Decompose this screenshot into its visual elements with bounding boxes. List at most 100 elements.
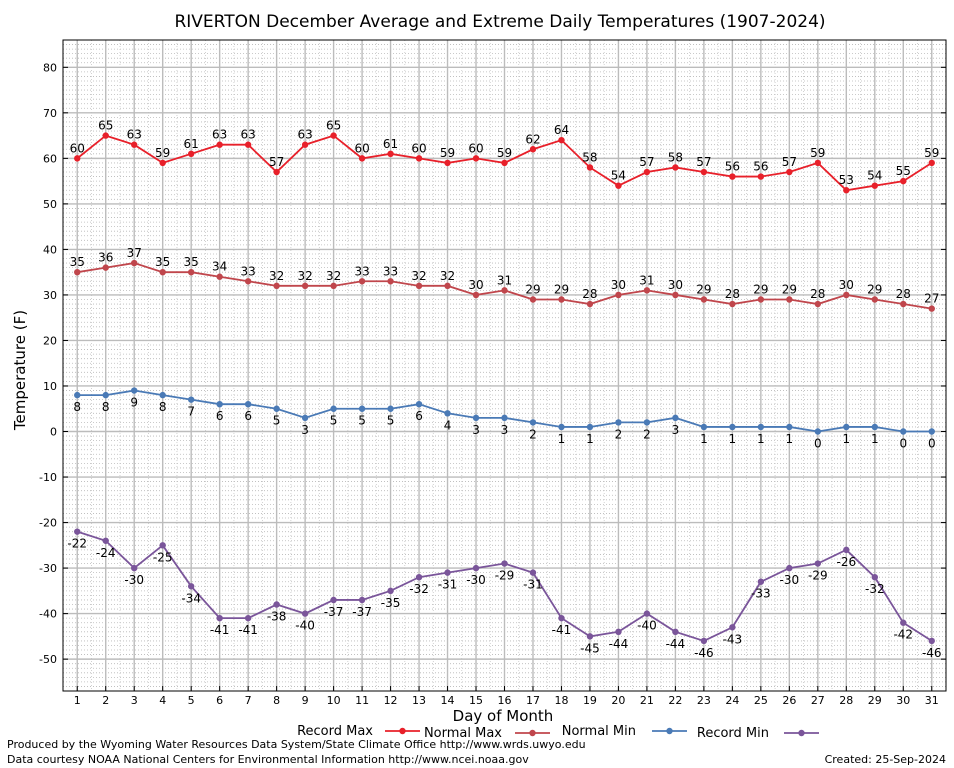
normal-max-data-label: 32 [326, 269, 341, 283]
normal-min-data-label: 3 [672, 423, 680, 437]
normal-max-point [187, 268, 195, 276]
record-max-point [928, 159, 935, 167]
normal-min-point [615, 419, 622, 426]
normal-max-point [330, 282, 337, 290]
record-min-point [102, 537, 109, 544]
record-min-data-label: -37 [324, 605, 344, 619]
normal-max-point [558, 296, 565, 303]
normal-min-data-label: 1 [757, 432, 765, 446]
normal-max-data-label: 29 [525, 282, 540, 296]
normal-min-point [74, 391, 81, 399]
normal-max-data-label: 28 [896, 287, 911, 301]
record-min-data-label: -24 [96, 546, 116, 560]
normal-min-point [729, 423, 736, 431]
normal-min-point [472, 414, 480, 422]
normal-min-point [330, 405, 337, 412]
y-tick-label: 70 [43, 107, 57, 120]
normal-min-point [387, 405, 394, 412]
x-tick-label: 1 [74, 694, 81, 707]
record-max-point [529, 146, 537, 153]
record-min-data-label: -45 [580, 641, 600, 655]
record-min-data-label: -30 [780, 573, 800, 587]
normal-max-point [74, 268, 81, 276]
normal-min-point [843, 423, 850, 431]
record-min-data-label: -41 [552, 623, 572, 637]
normal-min-point [273, 405, 280, 412]
record-max-point [558, 136, 565, 144]
normal-min-data-label: 2 [643, 427, 651, 441]
record-min-data-label: -33 [751, 587, 771, 601]
normal-min-point [501, 414, 508, 422]
x-tick-label: 10 [327, 694, 341, 707]
normal-max-point [159, 268, 166, 276]
x-tick-label: 20 [611, 694, 625, 707]
normal-max-data-label: 30 [839, 278, 854, 292]
record-min-data-label: -29 [808, 569, 828, 583]
record-max-point [330, 132, 337, 139]
record-max-point [501, 159, 508, 167]
record-max-point [74, 155, 81, 162]
legend-marker-record-min [798, 729, 805, 737]
x-tick-label: 4 [159, 694, 166, 707]
record-min-data-label: -32 [409, 582, 429, 596]
record-max-point [273, 168, 280, 176]
x-tick-label: 25 [754, 694, 768, 707]
record-max-data-label: 58 [668, 150, 683, 164]
normal-min-data-label: 1 [842, 432, 850, 446]
record-max-data-label: 56 [725, 160, 740, 174]
record-max-point [444, 159, 451, 167]
normal-max-data-label: 29 [782, 282, 797, 296]
legend-label-normal-min: Normal Min [562, 724, 636, 739]
normal-min-point [244, 400, 252, 408]
y-tick-label: -50 [39, 653, 57, 666]
record-max-point [102, 132, 109, 139]
record-min-point [216, 614, 223, 622]
normal-min-point [159, 391, 166, 399]
normal-max-point [729, 300, 736, 308]
record-min-point [843, 546, 850, 554]
y-axis-label: Temperature (F) [11, 310, 29, 431]
record-min-point [415, 573, 423, 581]
record-max-point [843, 187, 850, 194]
normal-min-data-label: 0 [899, 437, 907, 451]
normal-min-data-label: 1 [586, 432, 594, 446]
normal-max-point [444, 282, 451, 290]
normal-min-data-label: 6 [216, 409, 224, 423]
x-tick-label: 28 [839, 694, 853, 707]
record-max-data-label: 61 [383, 137, 398, 151]
normal-min-data-label: 6 [415, 409, 423, 423]
normal-max-point [786, 296, 793, 303]
normal-min-point [529, 419, 537, 426]
legend-marker-normal-max [529, 729, 536, 737]
normal-min-data-label: 5 [358, 414, 366, 428]
normal-max-point [472, 291, 480, 299]
normal-min-point [358, 405, 366, 412]
record-max-data-label: 60 [354, 141, 369, 155]
normal-min-data-label: 7 [187, 405, 195, 419]
record-max-point [786, 168, 793, 176]
x-tick-label: 5 [188, 694, 195, 707]
normal-min-point [786, 423, 793, 431]
x-tick-label: 11 [355, 694, 369, 707]
record-max-data-label: 58 [582, 150, 597, 164]
x-tick-label: 16 [498, 694, 512, 707]
normal-max-point [301, 282, 309, 290]
normal-min-data-label: 5 [273, 414, 281, 428]
y-tick-label: -40 [39, 608, 57, 621]
normal-min-data-label: 0 [928, 437, 936, 451]
record-min-point [301, 610, 309, 617]
normal-min-point [757, 423, 765, 431]
record-max-data-label: 53 [839, 173, 854, 187]
record-max-point [159, 159, 166, 167]
footer-data-courtesy: Data courtesy NOAA National Centers for … [7, 753, 529, 766]
record-min-point [928, 637, 935, 645]
normal-min-point [131, 387, 138, 394]
normal-min-data-label: 2 [615, 427, 623, 441]
normal-max-data-label: 28 [582, 287, 597, 301]
record-max-point [900, 177, 907, 185]
y-tick-label: 0 [50, 426, 57, 439]
normal-max-point [843, 291, 850, 299]
